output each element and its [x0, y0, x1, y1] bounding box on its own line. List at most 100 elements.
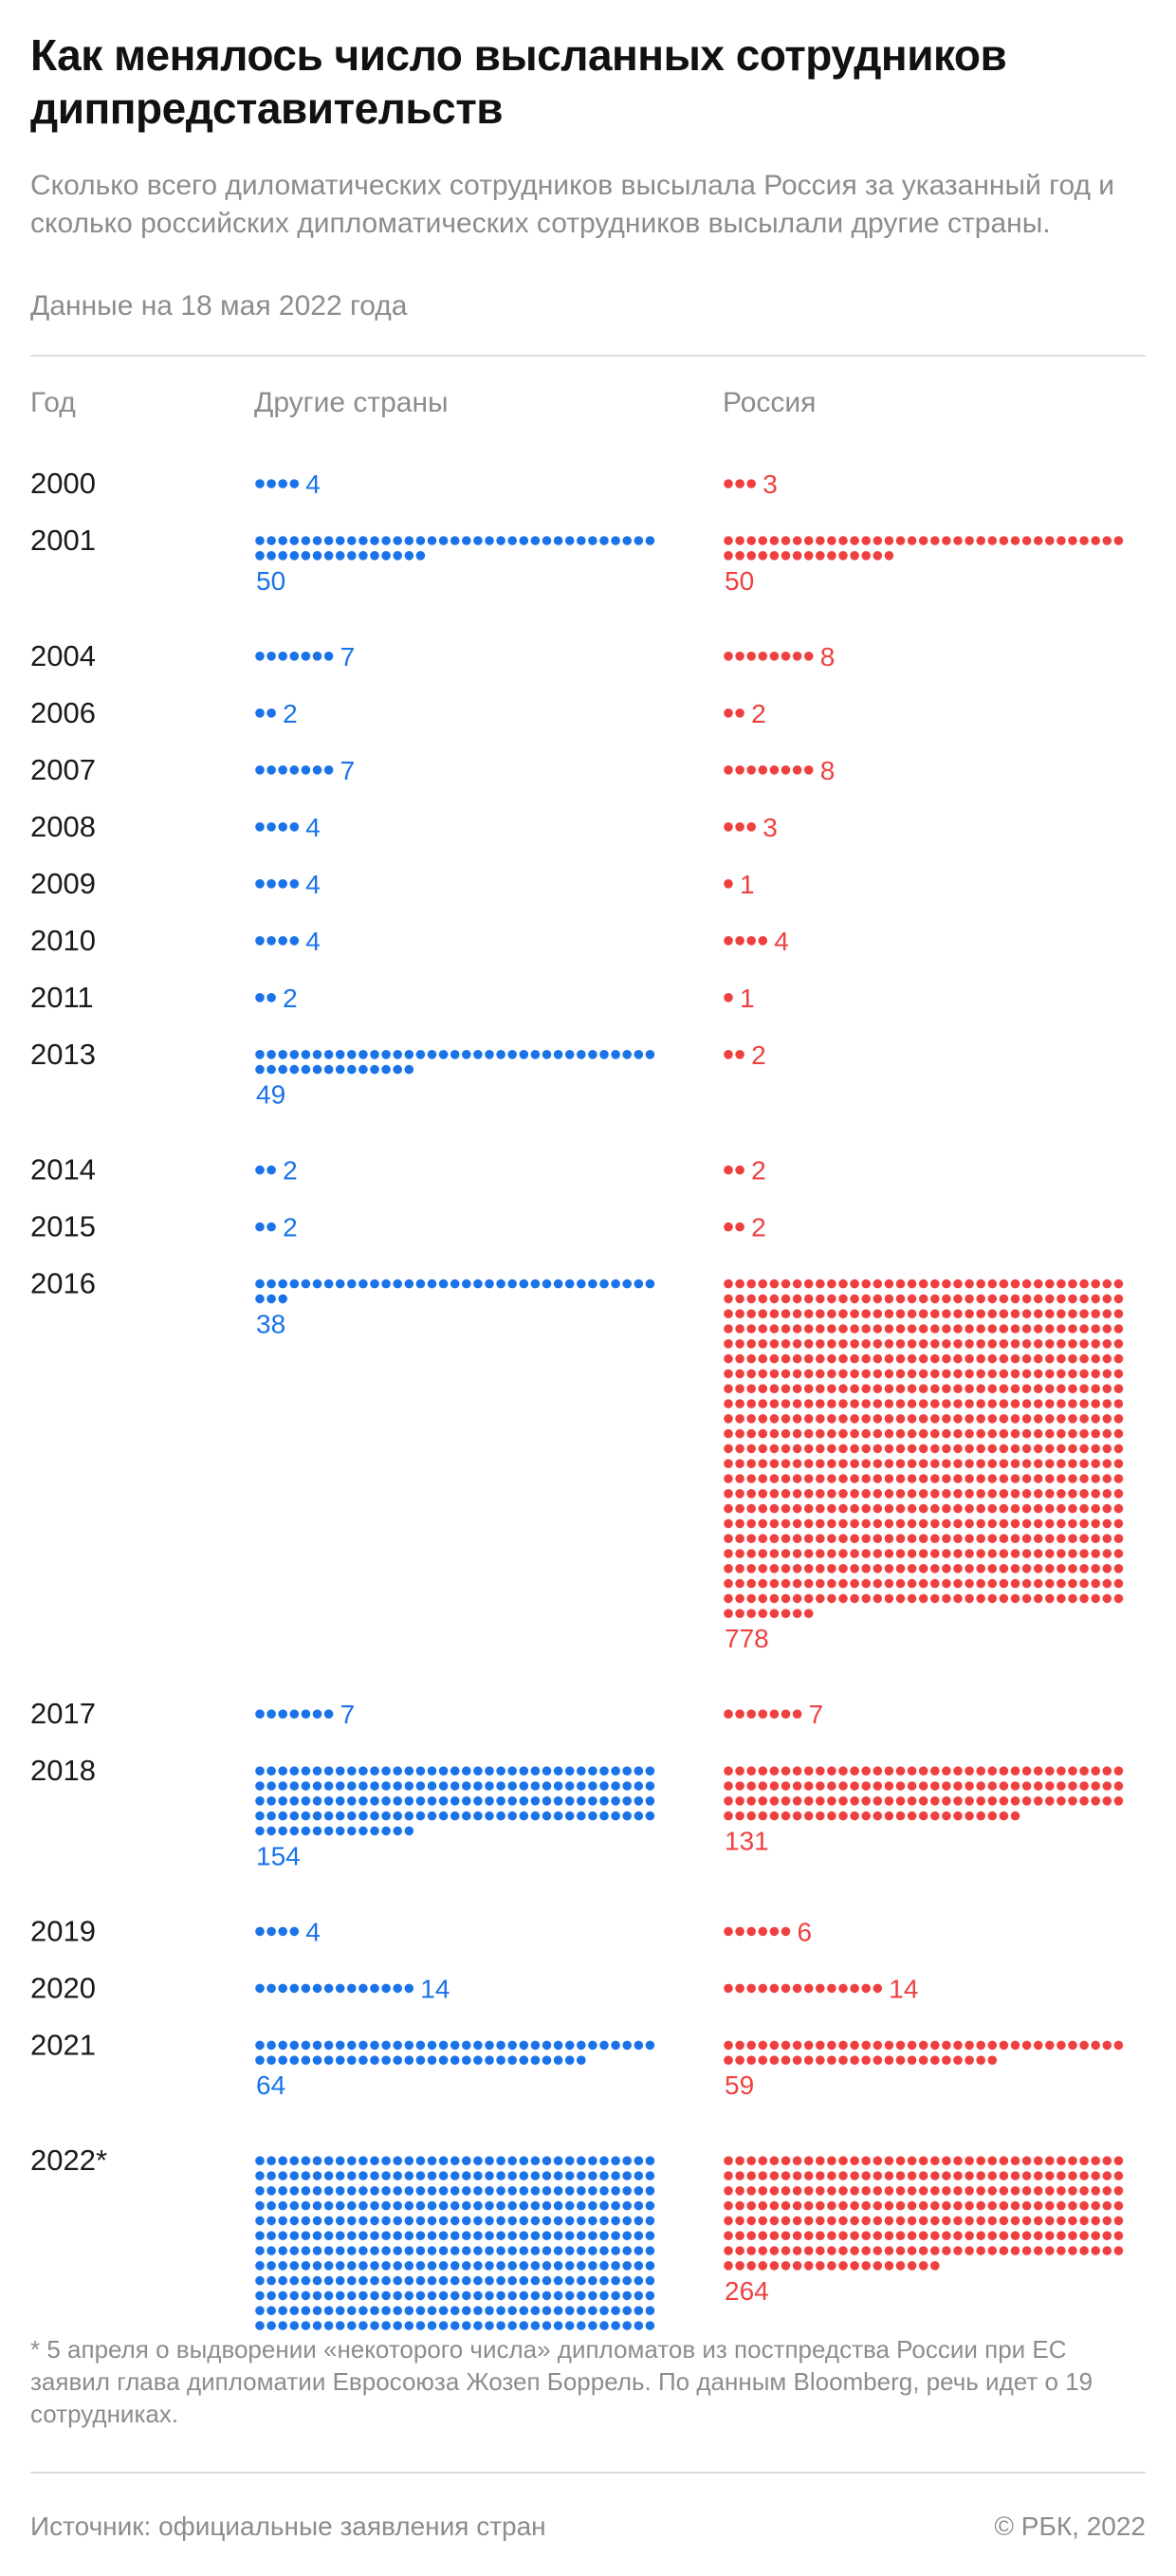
russia-dot [1057, 1503, 1066, 1514]
russia-dot [895, 536, 906, 545]
russia-dot [746, 1339, 756, 1349]
russia-dot [746, 2231, 756, 2240]
russia-dot [987, 1534, 998, 1543]
russia-dot [1113, 1353, 1124, 1364]
other-countries-dot [622, 2171, 632, 2180]
other-countries-dot [415, 1796, 426, 1806]
other-countries-dots [255, 2040, 655, 2065]
russia-dot [918, 1474, 928, 1483]
russia-dot [850, 2040, 859, 2051]
russia-dot [827, 1489, 836, 1499]
russia-dot [735, 2216, 744, 2226]
russia-dot [987, 1549, 998, 1558]
other-countries-dot [473, 2321, 483, 2330]
russia-dot [1057, 1309, 1066, 1318]
other-countries-dot [393, 2275, 403, 2286]
other-countries-dot [370, 2040, 379, 2051]
russia-dot [999, 1309, 1009, 1318]
russia-dot [930, 1428, 940, 1439]
russia-dot [746, 2156, 756, 2165]
other-countries-dot [507, 2040, 517, 2051]
russia-dot [724, 765, 733, 775]
other-countries-dot [485, 1796, 494, 1806]
russia-dot [1033, 1534, 1043, 1543]
russia-dot [953, 1781, 963, 1791]
other-countries-dot [530, 1796, 541, 1806]
other-countries-dot [462, 2275, 471, 2286]
other-countries-dot [473, 1279, 483, 1289]
other-countries-dot [473, 2246, 483, 2255]
other-countries-dot [622, 2216, 632, 2226]
russia-dot [895, 1399, 906, 1408]
russia-dot [953, 2156, 963, 2165]
russia-dot [769, 2200, 780, 2211]
russia-dot [953, 2216, 963, 2226]
russia-dot [1091, 1534, 1100, 1543]
other-countries-dot [450, 1811, 460, 1821]
russia-dot [803, 2200, 814, 2211]
other-countries-dot [519, 2306, 529, 2315]
other-countries-dot [553, 2321, 563, 2330]
other-countries-dot [266, 1766, 276, 1776]
russia-dot [803, 1796, 814, 1806]
other-countries-dot [622, 2186, 632, 2196]
other-countries-dot [496, 1781, 505, 1791]
other-countries-dot [611, 1796, 620, 1806]
other-countries-dot [415, 2321, 426, 2330]
russia-dot [827, 1534, 836, 1543]
year-label: 2022* [30, 2144, 107, 2177]
other-countries-dot [347, 1050, 357, 1059]
russia-dot [1102, 1474, 1112, 1483]
russia-dot [735, 1414, 744, 1424]
russia-dot [781, 2246, 791, 2255]
other-countries-dot [588, 2231, 597, 2240]
other-countries-dot [599, 1766, 609, 1776]
other-countries-dot [611, 2261, 620, 2271]
russia-dot [850, 2246, 859, 2255]
russia-dot [746, 1474, 756, 1483]
russia-dot [1021, 2200, 1032, 2211]
russia-dot [918, 1428, 928, 1439]
russia-dot [803, 2186, 814, 2196]
other-countries-dot [323, 1064, 334, 1075]
other-countries-dot [278, 1826, 288, 1836]
russia-dot [1045, 2231, 1055, 2240]
russia-dot [999, 536, 1009, 545]
russia-dot [918, 1593, 928, 1604]
russia-dot [861, 2156, 871, 2165]
russia-dot [758, 1414, 768, 1424]
russia-dot [861, 2261, 871, 2271]
russia-dot [918, 1294, 928, 1304]
russia-dot [930, 1339, 940, 1349]
russia-dot [918, 1549, 928, 1558]
russia-dot [976, 1399, 985, 1408]
other-countries-dot [634, 2216, 644, 2226]
other-countries-dot [255, 652, 265, 661]
other-countries-dot [462, 2306, 471, 2315]
other-countries-dot [404, 2306, 414, 2315]
russia-dot [942, 536, 951, 545]
russia-dot [942, 1474, 951, 1483]
other-countries-value-label: 4 [305, 870, 321, 899]
russia-dot [735, 536, 744, 545]
russia-dot [918, 1518, 928, 1529]
other-countries-dot [645, 2216, 655, 2226]
other-countries-dot [577, 2321, 586, 2330]
other-countries-dot [519, 2321, 529, 2330]
russia-dot [850, 1578, 859, 1589]
russia-dot [1068, 1324, 1077, 1334]
other-countries-dot [278, 1983, 288, 1994]
russia-dot [1079, 2156, 1089, 2165]
russia-dot [735, 1983, 744, 1994]
other-countries-dot [564, 1811, 575, 1821]
russia-dot [1079, 2216, 1089, 2226]
other-countries-dot [289, 1796, 300, 1806]
russia-dot [803, 1811, 814, 1821]
russia-dot [965, 1564, 974, 1573]
russia-dot [1057, 1534, 1066, 1543]
other-countries-dot [645, 2275, 655, 2286]
russia-dot [873, 1369, 883, 1379]
russia-dot [1102, 1549, 1112, 1558]
russia-dot [758, 1534, 768, 1543]
other-countries-dot [301, 2231, 311, 2240]
